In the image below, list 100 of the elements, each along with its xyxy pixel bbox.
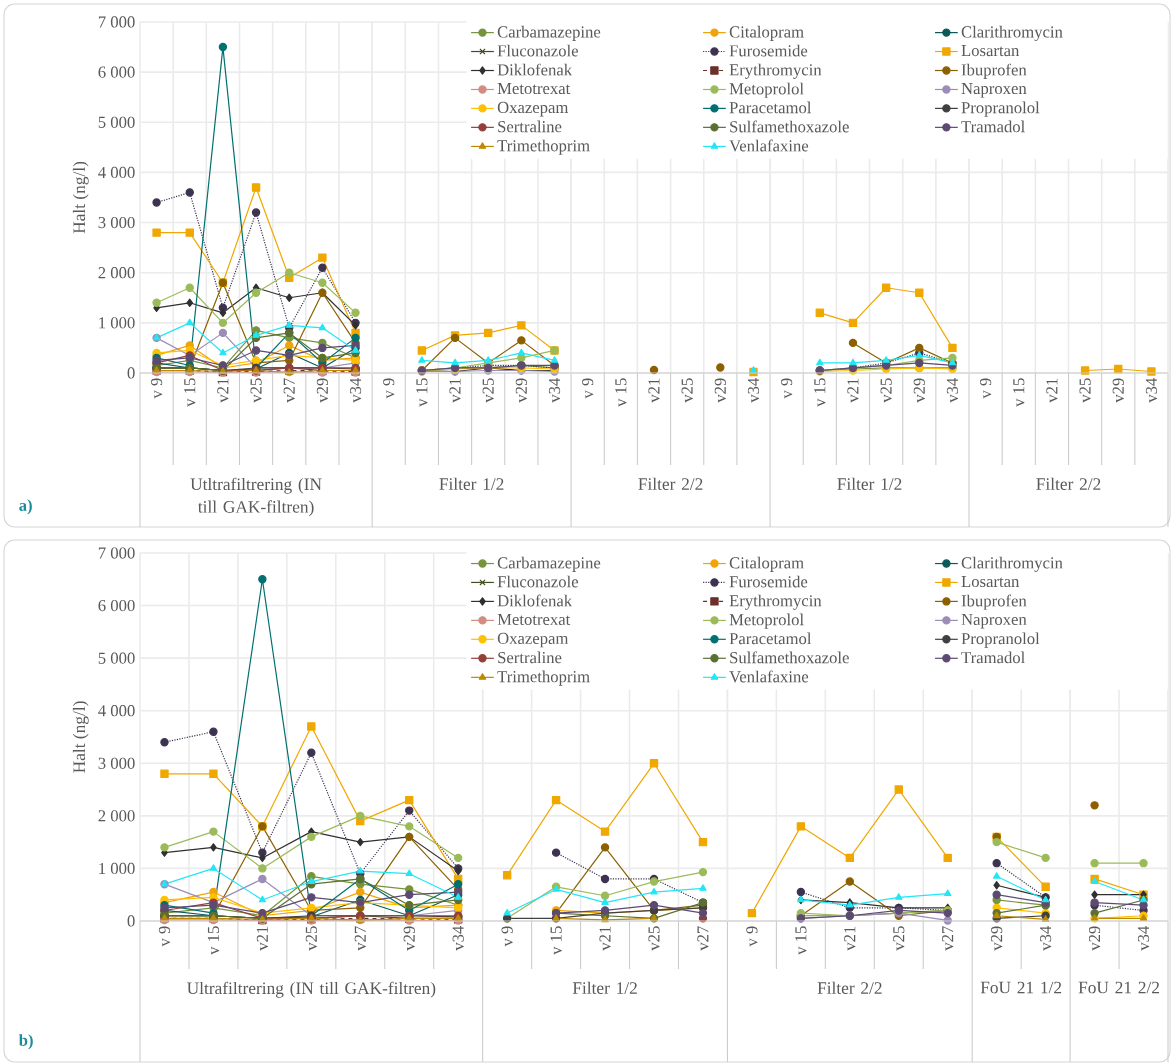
x-tick-label: v 9	[746, 926, 758, 947]
legend-label: Diklofenak	[497, 594, 573, 607]
x-axis-title: Filter 1/2	[837, 477, 902, 490]
text: b)	[18, 1034, 33, 1050]
x-axis-title: Utltrafiltrering (IN till GAK-filtren)	[190, 477, 322, 517]
legend-label: Propranolol	[961, 632, 1040, 648]
legend-label: Paracetamol	[729, 101, 812, 114]
x-tick-label: v25	[893, 926, 905, 951]
x-tick-label: v34	[548, 377, 561, 403]
x-tick-label: v27	[697, 926, 709, 951]
legend-label: Naproxen	[961, 613, 1027, 629]
x-tick-label: v29	[913, 378, 925, 403]
legend-label: Propranolol	[961, 101, 1040, 117]
y-tick-label: 5 000	[98, 652, 135, 664]
y-axis-title: Halt (ng/l)	[72, 701, 89, 773]
y-tick-label: 2 000	[98, 810, 135, 822]
x-tick-label: v21	[599, 926, 611, 951]
y-tick-label: 4 000	[98, 705, 135, 717]
x-tick-label: v 15	[1013, 378, 1025, 407]
legend-label: Naproxen	[961, 83, 1027, 98]
x-tick-label: v34	[946, 377, 959, 403]
legend-label: Erythromycin	[729, 63, 822, 79]
legend-label: Citalopram	[729, 556, 804, 572]
x-tick-label: v 15	[615, 378, 627, 407]
legend-label: Metotrexat	[497, 613, 571, 626]
x-tick-label: v25	[250, 378, 262, 403]
legend-label: Clarithromycin	[961, 556, 1063, 572]
x-tick-label: v21	[847, 378, 859, 403]
y-tick-label: 0	[127, 367, 135, 379]
y-axis-title: Halt (ng/l)	[72, 161, 89, 234]
legend-label: Clarithromycin	[961, 25, 1063, 41]
x-axis-title: FoU 21 1/2	[980, 981, 1062, 994]
x-tick-label: v34	[1145, 377, 1158, 403]
legend-label: Metoprolol	[729, 613, 804, 629]
x-axis-title: Filter 2/2	[817, 981, 882, 994]
x-tick-label: v27	[354, 926, 366, 951]
x-tick-label: v 15	[416, 378, 428, 407]
x-tick-label: v29	[714, 378, 726, 403]
x-axis-title: FoU 21 2/2	[1078, 981, 1160, 994]
legend-label: Fluconazole	[497, 575, 579, 588]
legend-label: Venlafaxine	[729, 139, 809, 152]
x-tick-label: v 9	[150, 378, 163, 399]
x-tick-label: v29	[1112, 378, 1124, 403]
x-tick-label: v25	[880, 378, 892, 403]
x-axis-title: Filter 1/2	[572, 981, 637, 994]
x-tick-label: v34	[452, 925, 464, 951]
x-axis-title: Filter 2/2	[1036, 477, 1101, 490]
x-axis-title: Filter 2/2	[638, 477, 703, 490]
y-tick-label: 4 000	[98, 166, 135, 179]
x-tick-label: v21	[844, 926, 856, 951]
x-axis-title: Ultrafiltrering (IN till GAK-filtren)	[187, 981, 436, 998]
legend-label: Sertraline	[498, 120, 562, 133]
legend-label: Furosemide	[729, 575, 808, 588]
x-tick-label: v25	[648, 926, 660, 951]
x-tick-label: v 9	[383, 378, 395, 399]
legend-label: Oxazepam	[497, 632, 569, 648]
legend-label: Trimethoprim	[497, 670, 590, 686]
legend-label: Carbamazepine	[497, 25, 601, 41]
x-tick-label: v 15	[550, 926, 562, 955]
x-tick-label: v29	[403, 926, 415, 951]
x-tick-label: v 9	[781, 378, 793, 399]
legend-label: Erythromycin	[729, 594, 822, 610]
legend-label: Tramadol	[961, 120, 1025, 133]
legend-label: Paracetamol	[729, 632, 812, 645]
x-tick-label: v34	[349, 377, 362, 403]
legend-label: Metoprolol	[729, 82, 804, 98]
legend-label: Ibuprofen	[961, 594, 1027, 610]
x-tick-label: v29	[515, 378, 527, 403]
x-tick-label: v 9	[582, 378, 594, 399]
x-tick-label: v27	[942, 926, 954, 951]
x-tick-label: v 15	[814, 378, 826, 407]
legend-label: Sertraline	[498, 651, 562, 664]
x-tick-label: v 15	[184, 378, 196, 407]
x-tick-label: v25	[1079, 378, 1091, 403]
legend-label: Sulfamethoxazole	[730, 120, 849, 133]
x-tick-label: v27	[283, 378, 295, 403]
x-tick-label: v25	[681, 378, 693, 403]
legend-label: Losartan	[961, 575, 1020, 588]
y-tick-label: 2 000	[98, 267, 135, 279]
y-tick-label: 3 000	[98, 216, 135, 229]
x-axis-title: Filter 1/2	[439, 477, 504, 490]
x-tick-label: v34	[747, 377, 760, 403]
x-tick-label: v21	[256, 926, 268, 951]
x-tick-label: v21	[449, 378, 461, 403]
x-tick-label: v29	[991, 926, 1003, 951]
y-tick-label: 6 000	[98, 599, 135, 612]
legend-label: Oxazepam	[497, 101, 569, 117]
legend-label: Furosemide	[729, 44, 808, 57]
x-tick-label: v29	[1088, 926, 1101, 951]
x-tick-label: v25	[305, 926, 317, 951]
x-tick-label: v 15	[207, 926, 220, 955]
legend-label: Venlafaxine	[729, 670, 809, 683]
y-tick-label: 3 000	[98, 757, 135, 769]
legend-label: Diklofenak	[497, 63, 573, 76]
x-tick-label: v21	[217, 378, 229, 403]
legend-label: Tramadol	[961, 651, 1025, 664]
legend-label: Carbamazepine	[497, 556, 601, 572]
legend-label: Metotrexat	[497, 83, 571, 95]
y-tick-label: 1 000	[99, 317, 135, 329]
legend-label: Fluconazole	[497, 44, 578, 57]
